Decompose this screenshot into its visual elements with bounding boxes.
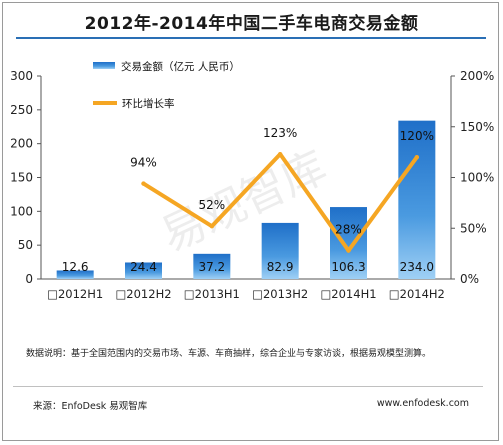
y-right-tick-label: 100% [460, 171, 494, 185]
growth-value-label: 123% [263, 126, 297, 140]
bar [261, 222, 299, 279]
bar-value-label: 12.6 [62, 260, 89, 274]
axes: 0 50 100 150 200 250 300 0% 50% 100% 150% 200% □2012… [10, 69, 494, 301]
bar [330, 207, 367, 279]
x-tick-label: □2013H1 [184, 287, 240, 301]
source-text: 来源：EnfoDesk 易观智库 [33, 401, 148, 412]
x-tick-label: □2013H2 [252, 287, 308, 301]
website-link[interactable]: www.enfodesk.com [376, 398, 469, 409]
bar [398, 120, 436, 279]
legend-line-label: 环比增长率 [122, 97, 175, 110]
title-divider [16, 37, 486, 39]
growth-value-label: 94% [130, 156, 157, 170]
y-right-tick-label: 0% [460, 272, 479, 286]
data-labels: 12.6 24.4 37.2 82.9 106.3 234.0 94% 52% 123% 28% 1… [62, 126, 434, 274]
watermark-text: 易观智库 [153, 142, 334, 263]
footer-divider [13, 386, 483, 387]
y-left-tick-label: 150 [10, 171, 33, 185]
bar-series [56, 120, 436, 279]
legend: 交易金额（亿元 人民币） 环比增长率 [93, 60, 240, 110]
y-left-tick-label: 0 [25, 272, 33, 286]
y-left-tick-label: 300 [10, 69, 33, 83]
x-tick-label: □2014H1 [320, 287, 376, 301]
bar-value-label: 24.4 [130, 260, 157, 274]
growth-value-label: 52% [198, 198, 225, 212]
y-right-tick-label: 150% [460, 120, 494, 134]
bar-value-label: 82.9 [267, 260, 294, 274]
growth-point [209, 224, 215, 229]
growth-point [277, 151, 283, 157]
legend-bar-label: 交易金额（亿元 人民币） [121, 60, 240, 73]
bar-value-label: 37.2 [198, 260, 225, 274]
y-left-tick-label: 100 [10, 204, 33, 218]
x-tick-label: □2012H2 [115, 287, 171, 301]
chart-title: 2012年-2014年中国二手车电商交易金额 [84, 14, 419, 34]
growth-point [414, 155, 420, 160]
y-left-tick-label: 250 [10, 103, 33, 117]
data-note: 数据说明：基于全国范围内的交易市场、车源、车商抽样，综合企业与专家访谈，根据易观… [26, 349, 432, 359]
growth-line-series [141, 151, 420, 253]
growth-value-label: 28% [335, 223, 362, 237]
bar [56, 270, 94, 279]
legend-bar-swatch [93, 62, 115, 69]
watermark: 易观智库 [153, 142, 334, 263]
y-left-tick-label: 200 [10, 137, 33, 151]
growth-point [346, 248, 351, 253]
x-tick-label: □2014H2 [389, 287, 445, 301]
growth-point [141, 181, 146, 186]
bar [193, 253, 231, 279]
bar-value-label: 234.0 [400, 260, 434, 274]
y-left-tick-label: 50 [18, 238, 33, 252]
growth-value-label: 120% [400, 129, 434, 143]
x-tick-label: □2012H1 [47, 287, 103, 301]
y-right-tick-label: 50% [460, 221, 487, 235]
bar [125, 262, 162, 279]
bar-value-label: 106.3 [331, 260, 365, 274]
y-right-tick-label: 200% [460, 69, 494, 83]
